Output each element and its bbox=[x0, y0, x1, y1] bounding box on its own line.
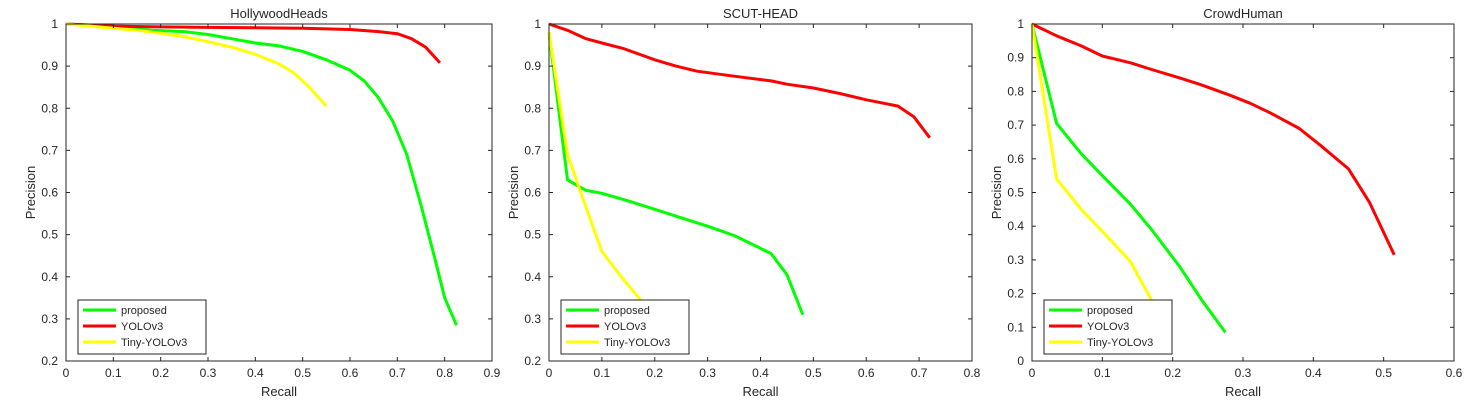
x-tick-label: 0 bbox=[1029, 366, 1036, 380]
legend-label: YOLOv3 bbox=[1087, 321, 1129, 333]
y-tick-label: 0.2 bbox=[1007, 287, 1024, 301]
x-tick-label: 0.4 bbox=[1305, 366, 1322, 380]
y-tick-label: 0.4 bbox=[41, 270, 58, 284]
y-tick-label: 1 bbox=[1017, 17, 1024, 31]
x-tick-label: 0.7 bbox=[389, 366, 406, 380]
x-tick-label: 0.9 bbox=[484, 366, 501, 380]
x-tick-label: 0.8 bbox=[436, 366, 453, 380]
y-tick-label: 0.5 bbox=[1007, 186, 1024, 200]
x-axis-title: Recall bbox=[1225, 384, 1261, 399]
y-tick-label: 0.8 bbox=[524, 101, 541, 115]
series-line-tiny-yolov3 bbox=[1030, 23, 1153, 302]
y-tick-label: 0.6 bbox=[1007, 152, 1024, 166]
chart-panel-1: 0 0.1 0.2 0.3 0.4 0.5 0.6 0.7 0.8 0.2 0.3 0.4 0.5 0.6… bbox=[506, 6, 981, 399]
y-axis-title: Precision bbox=[23, 166, 38, 219]
y-tick-label: 0.9 bbox=[524, 59, 541, 73]
chart-title: SCUT-HEAD bbox=[723, 6, 798, 21]
y-tick-label: 0.1 bbox=[1007, 320, 1024, 334]
y-tick-label: 0 bbox=[1017, 354, 1024, 368]
y-tick-label: 0.7 bbox=[1007, 118, 1024, 132]
series-line-proposed bbox=[547, 32, 805, 316]
y-tick-label: 0.2 bbox=[524, 354, 541, 368]
x-tick-label: 0.6 bbox=[858, 366, 875, 380]
y-tick-label: 0.5 bbox=[41, 228, 58, 242]
x-tick-label: 0.3 bbox=[699, 366, 716, 380]
x-tick-label: 0.3 bbox=[200, 366, 217, 380]
legend-label: YOLOv3 bbox=[604, 321, 646, 333]
x-tick-label: 0.7 bbox=[911, 366, 928, 380]
series-line-proposed bbox=[1030, 23, 1227, 334]
y-tick-label: 0.9 bbox=[1007, 51, 1024, 65]
y-tick-label: 0.2 bbox=[41, 354, 58, 368]
legend-label: proposed bbox=[604, 305, 650, 317]
legend: proposed YOLOv3 Tiny-YOLOv3 bbox=[77, 299, 207, 355]
x-tick-label: 0.1 bbox=[105, 366, 122, 380]
y-tick-label: 0.5 bbox=[524, 228, 541, 242]
y-tick-label: 1 bbox=[534, 17, 541, 31]
y-tick-label: 1 bbox=[51, 17, 58, 31]
y-tick-label: 0.9 bbox=[41, 59, 58, 73]
y-tick-label: 0.6 bbox=[41, 186, 58, 200]
legend-label: Tiny-YOLOv3 bbox=[604, 337, 670, 349]
y-tick-label: 0.6 bbox=[524, 186, 541, 200]
series-line-yolov3 bbox=[548, 22, 931, 139]
y-tick-label: 0.3 bbox=[524, 312, 541, 326]
legend-label: Tiny-YOLOv3 bbox=[121, 337, 187, 349]
x-tick-label: 0.2 bbox=[152, 366, 169, 380]
chart-title: HollywoodHeads bbox=[230, 6, 328, 21]
x-axis-title: Recall bbox=[742, 384, 778, 399]
x-tick-label: 0.2 bbox=[646, 366, 663, 380]
series-line-yolov3 bbox=[1031, 22, 1396, 256]
legend-label: Tiny-YOLOv3 bbox=[1087, 337, 1153, 349]
y-axis-title: Precision bbox=[506, 166, 521, 219]
legend-label: proposed bbox=[121, 305, 167, 317]
x-tick-label: 0.5 bbox=[1375, 366, 1392, 380]
y-tick-label: 0.4 bbox=[1007, 219, 1024, 233]
series-line-proposed bbox=[65, 22, 458, 326]
y-axis-title: Precision bbox=[989, 166, 1004, 219]
y-tick-label: 0.8 bbox=[41, 101, 58, 115]
chart-title: CrowdHuman bbox=[1203, 6, 1282, 21]
x-tick-label: 0 bbox=[546, 366, 553, 380]
x-tick-label: 0.8 bbox=[964, 366, 981, 380]
x-axis-title: Recall bbox=[261, 384, 297, 399]
chart-panel-0: 0 0.1 0.2 0.3 0.4 0.5 0.6 0.7 0.8 0.9 0.2 0.3 0.4 0.5… bbox=[23, 6, 501, 399]
x-tick-label: 0.3 bbox=[1235, 366, 1252, 380]
x-tick-label: 0.5 bbox=[805, 366, 822, 380]
legend: proposed YOLOv3 Tiny-YOLOv3 bbox=[1043, 299, 1173, 355]
y-tick-label: 0.3 bbox=[1007, 253, 1024, 267]
x-tick-label: 0.4 bbox=[752, 366, 769, 380]
series-line-yolov3 bbox=[65, 22, 442, 64]
x-tick-label: 0 bbox=[63, 366, 70, 380]
x-tick-label: 0.1 bbox=[594, 366, 611, 380]
y-tick-label: 0.7 bbox=[41, 143, 58, 157]
y-tick-label: 0.7 bbox=[524, 143, 541, 157]
series-line-tiny-yolov3 bbox=[65, 22, 328, 108]
y-tick-label: 0.4 bbox=[524, 270, 541, 284]
legend: proposed YOLOv3 Tiny-YOLOv3 bbox=[560, 299, 690, 355]
y-tick-label: 0.3 bbox=[41, 312, 58, 326]
legend-label: proposed bbox=[1087, 305, 1133, 317]
x-tick-label: 0.6 bbox=[1446, 366, 1463, 380]
series-line-tiny-yolov3 bbox=[547, 32, 646, 308]
x-tick-label: 0.2 bbox=[1164, 366, 1181, 380]
legend-label: YOLOv3 bbox=[121, 321, 163, 333]
y-tick-label: 0.8 bbox=[1007, 84, 1024, 98]
x-tick-label: 0.1 bbox=[1094, 366, 1111, 380]
x-tick-label: 0.5 bbox=[294, 366, 311, 380]
x-tick-label: 0.6 bbox=[342, 366, 359, 380]
chart-panel-2: 0 0.1 0.2 0.3 0.4 0.5 0.6 0 0.1 0.2 0.3 0.4 0.5 0.6 0.… bbox=[989, 6, 1463, 399]
x-tick-label: 0.4 bbox=[247, 366, 264, 380]
